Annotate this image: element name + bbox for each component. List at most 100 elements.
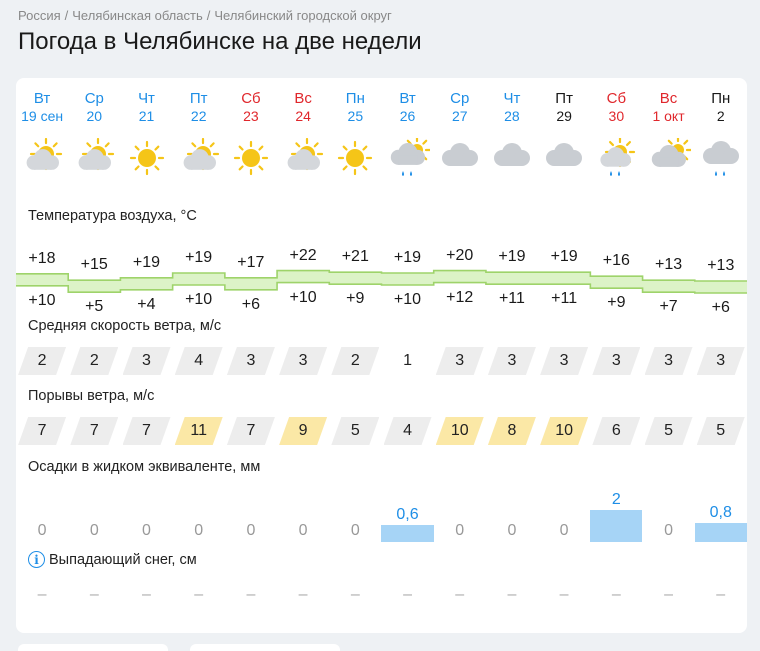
partly-cloudy-icon bbox=[68, 136, 120, 182]
days-header: Вт 19 сен Ср 20 Чт 21 Пт 22 Сб 23 Вс 24 Пн 25 Вт 26 Ср 27… bbox=[16, 90, 747, 124]
day-of-week: Вс bbox=[294, 90, 312, 107]
sun-icon bbox=[225, 136, 277, 182]
gust-row: 7 7 7 11 7 9 5 4 10 8 10 6 5 5 bbox=[16, 416, 747, 446]
snow-value: – bbox=[142, 586, 151, 603]
day-column[interactable]: Вт 19 сен bbox=[16, 90, 68, 124]
gust-cell: 9 bbox=[277, 416, 329, 446]
snow-value: – bbox=[403, 586, 412, 603]
gust-value: 7 bbox=[227, 417, 275, 445]
sun-icon bbox=[120, 136, 172, 182]
gust-value: 10 bbox=[540, 417, 588, 445]
temp-max: +13 bbox=[654, 256, 683, 274]
snow-label-wrap: i Выпадающий снег, см bbox=[28, 551, 197, 568]
wind-cell: 3 bbox=[642, 346, 694, 376]
day-column[interactable]: Пт 29 bbox=[538, 90, 590, 124]
precip-value: 0 bbox=[246, 522, 256, 539]
snow-value: – bbox=[89, 586, 99, 603]
precip-value: 0 bbox=[142, 522, 151, 539]
cloudy-icon bbox=[538, 136, 590, 182]
snow-value: – bbox=[37, 586, 47, 603]
temp-min: +10 bbox=[185, 291, 213, 308]
temp-max: +20 bbox=[446, 246, 474, 264]
day-column[interactable]: Чт 21 bbox=[120, 90, 172, 124]
precip-cell: 0 bbox=[642, 490, 694, 542]
cloudy-rain-sun-icon bbox=[381, 136, 433, 182]
gust-cell: 10 bbox=[434, 416, 486, 446]
day-date: 28 bbox=[504, 108, 520, 124]
day-column[interactable]: Вс 1 окт bbox=[642, 90, 694, 124]
bottom-tab[interactable] bbox=[190, 644, 340, 651]
day-date: 22 bbox=[190, 108, 207, 124]
partly-cloudy-icon bbox=[277, 136, 329, 182]
gust-label: Порывы ветра, м/с bbox=[28, 388, 155, 404]
gust-cell: 5 bbox=[695, 416, 747, 446]
precip-cell: 0 bbox=[225, 490, 277, 542]
temp-max: +21 bbox=[341, 248, 369, 266]
day-of-week: Ср bbox=[84, 90, 104, 107]
breadcrumb-district[interactable]: Челябинский городской округ bbox=[214, 8, 392, 23]
day-column[interactable]: Ср 27 bbox=[434, 90, 486, 124]
temp-max: +18 bbox=[28, 249, 56, 267]
bottom-tab[interactable] bbox=[18, 644, 168, 651]
gust-cell: 7 bbox=[16, 416, 68, 446]
temp-min: +7 bbox=[659, 298, 678, 316]
precip-cell: 0 bbox=[434, 490, 486, 542]
precip-cell: 0 bbox=[486, 490, 538, 542]
precip-value: 0,6 bbox=[396, 506, 419, 523]
day-of-week: Вт bbox=[399, 90, 416, 107]
wind-label: Средняя скорость ветра, м/с bbox=[28, 318, 222, 334]
day-column[interactable]: Пт 22 bbox=[173, 90, 225, 124]
cloudy-icon bbox=[486, 136, 538, 182]
day-date: 23 bbox=[243, 108, 259, 124]
day-column[interactable]: Вс 24 bbox=[277, 90, 329, 124]
temp-max: +17 bbox=[237, 253, 265, 271]
wind-cell: 3 bbox=[225, 346, 277, 376]
wind-value: 3 bbox=[592, 347, 640, 375]
gust-value: 5 bbox=[645, 417, 693, 445]
gust-value: 9 bbox=[279, 417, 327, 445]
day-column[interactable]: Вт 26 bbox=[381, 90, 433, 124]
gust-cell: 7 bbox=[225, 416, 277, 446]
wind-value: 1 bbox=[403, 352, 412, 369]
day-column[interactable]: Чт 28 bbox=[486, 90, 538, 124]
breadcrumb-region[interactable]: Челябинская область bbox=[72, 8, 203, 23]
gust-value: 8 bbox=[488, 417, 536, 445]
day-column[interactable]: Пн 25 bbox=[329, 90, 381, 124]
day-date: 25 bbox=[347, 108, 364, 124]
day-column[interactable]: Ср 20 bbox=[68, 90, 120, 124]
breadcrumb-separator: / bbox=[64, 8, 69, 23]
day-column[interactable]: Сб 23 bbox=[225, 90, 277, 124]
cloudy-rain-icon bbox=[695, 136, 747, 182]
day-date: 30 bbox=[608, 108, 625, 124]
temp-min: +9 bbox=[607, 294, 626, 312]
precip-cell: 0 bbox=[68, 490, 120, 542]
page-title: Погода в Челябинске на две недели bbox=[18, 28, 422, 55]
snow-value: – bbox=[611, 586, 621, 603]
wind-value: 4 bbox=[175, 347, 223, 375]
day-column[interactable]: Сб 30 bbox=[590, 90, 642, 124]
snow-value: – bbox=[716, 586, 726, 603]
day-of-week: Вс bbox=[659, 90, 678, 107]
temp-max: +19 bbox=[393, 249, 422, 266]
snow-label: Выпадающий снег, см bbox=[49, 551, 197, 568]
gust-cell: 10 bbox=[538, 416, 590, 446]
wind-cell: 1 bbox=[381, 346, 433, 376]
wind-cell: 2 bbox=[16, 346, 68, 376]
wind-value: 3 bbox=[227, 347, 275, 375]
wind-value: 3 bbox=[123, 347, 171, 375]
day-of-week: Чт bbox=[138, 90, 155, 107]
day-date: 2 bbox=[716, 108, 725, 124]
precip-cell: 0,6 bbox=[381, 490, 434, 542]
day-date: 20 bbox=[86, 108, 103, 124]
temp-min: +5 bbox=[85, 298, 104, 316]
day-column[interactable]: Пн 2 bbox=[695, 90, 747, 124]
precip-cell: 0 bbox=[277, 490, 329, 542]
precip-cell: 0,8 bbox=[694, 490, 747, 542]
info-icon[interactable]: i bbox=[28, 551, 45, 568]
day-of-week: Ср bbox=[450, 90, 470, 107]
snow-value: – bbox=[350, 586, 360, 603]
breadcrumb-russia[interactable]: Россия bbox=[18, 8, 61, 23]
gust-cell: 5 bbox=[329, 416, 381, 446]
day-date: 19 сен bbox=[21, 108, 64, 124]
temp-min: +11 bbox=[498, 290, 525, 308]
